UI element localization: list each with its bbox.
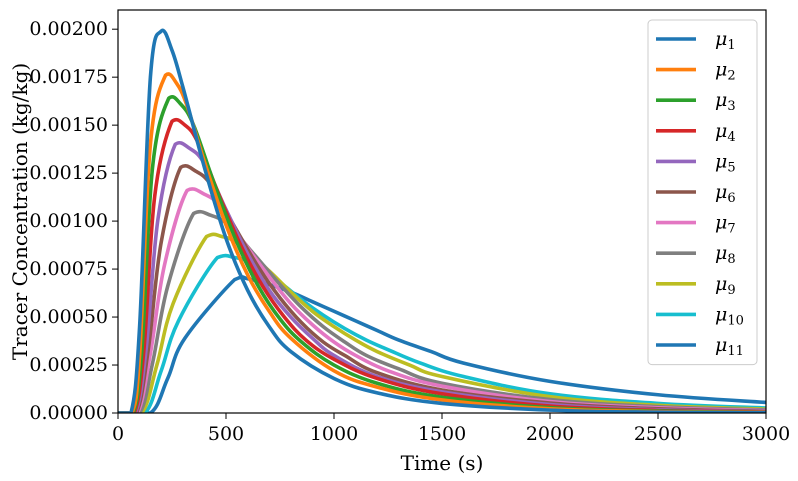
legend-label-mu7: μ7 [715, 212, 736, 237]
legend-label-mu2: μ2 [715, 59, 736, 84]
series-line-mu8 [118, 209, 766, 413]
y-axis-ticks: 0.00000 0.00025 0.00050 0.00075 0.00100 0.001… [29, 18, 118, 424]
x-tick-label: 0 [112, 423, 124, 445]
legend-label-mu4: μ4 [715, 120, 736, 145]
legend-label-mu11: μ11 [715, 334, 744, 359]
x-tick-label: 3000 [742, 423, 790, 445]
legend-label-mu8: μ8 [715, 242, 736, 267]
x-tick-label: 500 [208, 423, 244, 445]
y-tick-label: 0.00175 [29, 66, 108, 88]
series-line-mu2 [118, 72, 766, 413]
legend: μ1 μ2 μ3 μ4 μ5 μ6 μ7 μ8 μ9 μ10 μ11 [647, 19, 758, 366]
y-tick-label: 0.00125 [29, 162, 108, 184]
series-line-mu10 [118, 253, 766, 413]
legend-label-mu5: μ5 [715, 150, 736, 175]
y-tick-label: 0.00100 [29, 210, 108, 232]
y-tick-label: 0.00000 [29, 402, 108, 424]
y-tick-label: 0.00150 [29, 114, 108, 136]
y-tick-label: 0.00075 [29, 258, 108, 280]
legend-label-mu10: μ10 [715, 303, 744, 328]
x-axis-label: Time (s) [401, 451, 484, 475]
series-line-mu1 [118, 28, 766, 413]
x-tick-label: 1000 [310, 423, 358, 445]
plot-area: 0 500 1000 1500 2000 2500 3000 0.000000.000250… [29, 9, 790, 445]
legend-box [647, 19, 758, 366]
series-lines [118, 28, 766, 413]
legend-label-mu9: μ9 [715, 273, 736, 298]
y-tick-label: 0.00200 [29, 18, 108, 40]
series-line-mu11 [118, 275, 766, 413]
x-tick-label: 1500 [418, 423, 466, 445]
y-tick-label: 0.00050 [29, 306, 108, 328]
x-tick-label: 2500 [634, 423, 682, 445]
series-line-mu7 [118, 187, 766, 413]
series-line-mu9 [118, 232, 766, 413]
x-axis-ticks: 0 500 1000 1500 2000 2500 3000 [112, 413, 790, 445]
legend-label-mu3: μ3 [715, 89, 736, 114]
legend-label-mu6: μ6 [715, 181, 736, 206]
series-line-mu4 [118, 117, 766, 413]
y-axis-label: Tracer Concentration (kg/kg) [8, 63, 32, 360]
y-tick-label: 0.00025 [29, 354, 108, 376]
legend-label-mu1: μ1 [715, 28, 736, 53]
x-tick-label: 2000 [526, 423, 574, 445]
